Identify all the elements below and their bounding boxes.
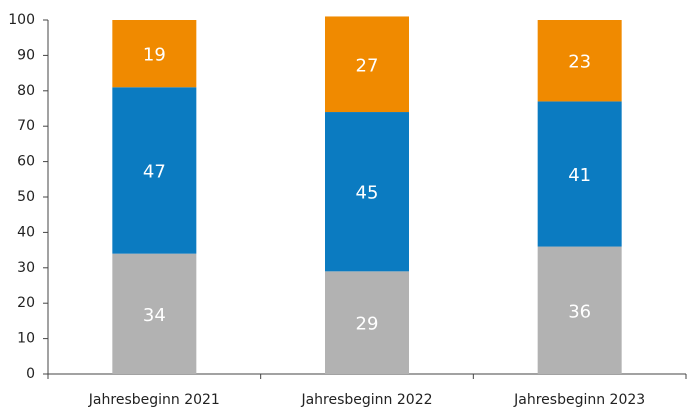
data-label: 19 xyxy=(143,45,166,66)
y-tick-label: 0 xyxy=(26,366,35,382)
data-label: 36 xyxy=(568,301,591,322)
y-tick-label: 20 xyxy=(17,295,35,311)
bar-segment xyxy=(537,246,622,374)
bar-segment xyxy=(112,253,197,374)
y-tick-label: 100 xyxy=(8,12,35,28)
y-tick-label: 50 xyxy=(17,189,35,205)
x-tick-label: Jahresbeginn 2023 xyxy=(513,392,645,408)
bar-segment xyxy=(537,101,622,247)
bar-segment xyxy=(325,271,409,374)
bar-segment xyxy=(325,16,409,113)
y-tick-label: 90 xyxy=(17,47,35,63)
x-tick-label: Jahresbeginn 2021 xyxy=(88,392,220,408)
data-label: 27 xyxy=(356,55,379,76)
data-label: 45 xyxy=(356,183,379,204)
data-label: 29 xyxy=(356,314,379,335)
y-tick-label: 10 xyxy=(17,331,35,347)
bar-segment xyxy=(112,20,197,88)
data-label: 34 xyxy=(143,305,166,326)
y-tick-label: 40 xyxy=(17,224,35,240)
bar-segment xyxy=(325,112,409,272)
y-tick-label: 70 xyxy=(17,118,35,134)
bar-segment xyxy=(537,20,622,102)
data-label: 23 xyxy=(568,52,591,73)
x-tick-label: Jahresbeginn 2022 xyxy=(300,392,432,408)
bar-segment xyxy=(112,87,197,254)
y-tick-label: 60 xyxy=(17,154,35,170)
data-label: 47 xyxy=(143,161,166,182)
y-tick-label: 30 xyxy=(17,260,35,276)
y-tick-label: 80 xyxy=(17,83,35,99)
data-label: 41 xyxy=(568,165,591,186)
